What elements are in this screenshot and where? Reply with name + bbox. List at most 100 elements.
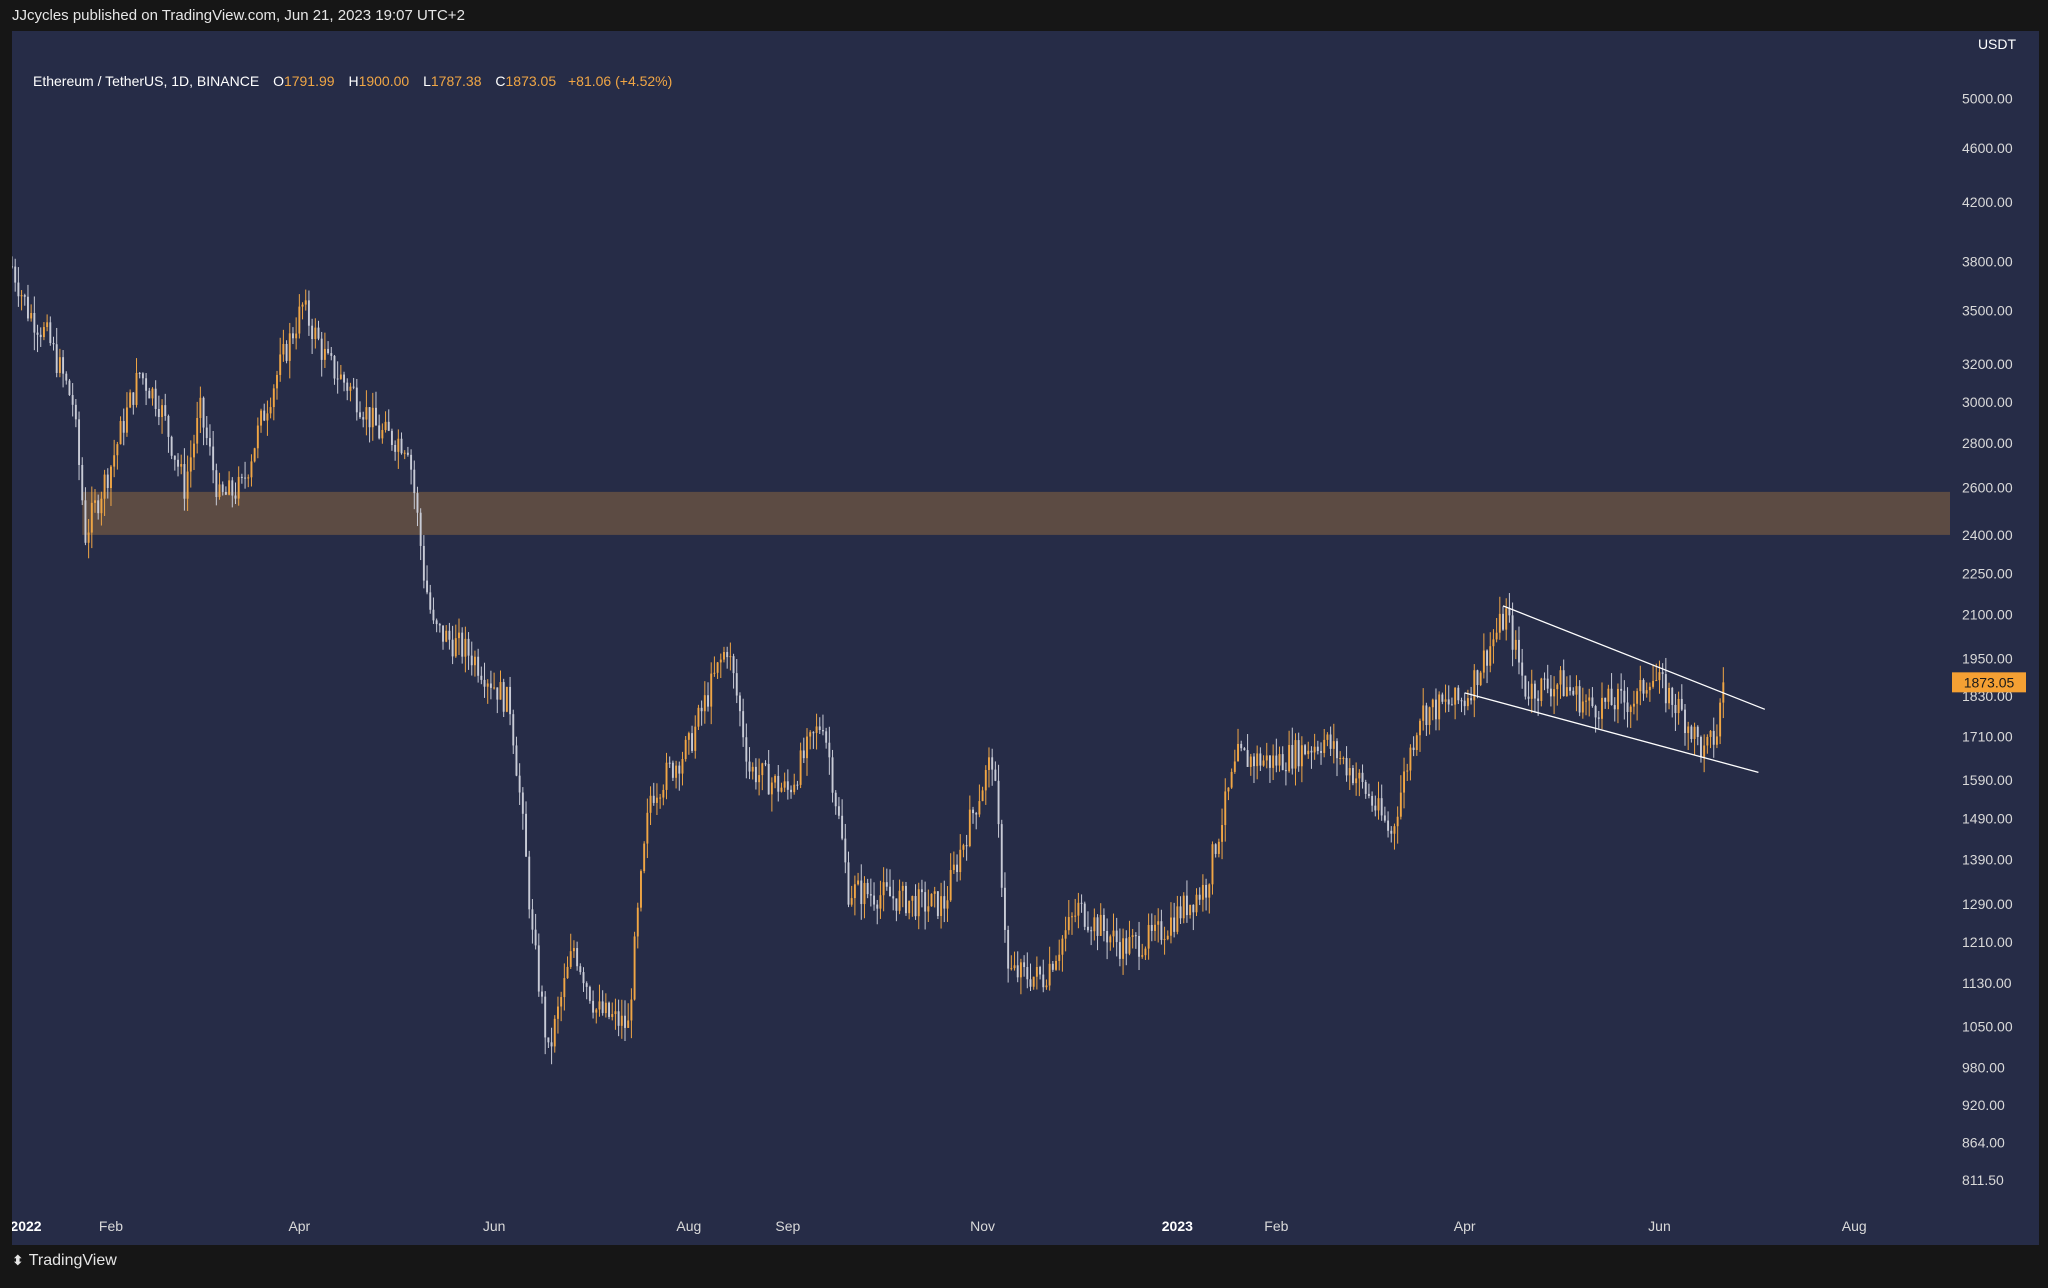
close-label: C: [495, 73, 506, 89]
candle-body: [1297, 740, 1300, 767]
candle-body: [1125, 938, 1128, 954]
y-tick-label: 3200.00: [1962, 356, 2013, 372]
tradingview-logo-icon[interactable]: ⬍: [12, 1253, 24, 1269]
y-tick-label: 1210.00: [1962, 934, 2013, 950]
candle-body: [1466, 698, 1469, 707]
candle-body: [1492, 639, 1495, 647]
candle-body: [1530, 683, 1533, 699]
candle-body: [1419, 720, 1421, 736]
candle-body: [1090, 930, 1093, 932]
candle-body: [1291, 744, 1294, 769]
candle-body: [1233, 761, 1236, 772]
low-label: L: [423, 73, 431, 89]
candle-body: [1313, 746, 1316, 753]
candle-body: [177, 459, 179, 467]
candle-body: [125, 407, 128, 433]
candle-body: [1706, 736, 1709, 746]
candle-body: [652, 795, 655, 803]
candle-body: [879, 895, 882, 909]
candle-body: [1476, 670, 1479, 686]
candle-body: [199, 397, 202, 418]
candle-body: [403, 452, 406, 454]
candle-body: [400, 438, 403, 454]
candle-body: [1632, 703, 1635, 707]
candle-body: [1345, 757, 1348, 776]
candle-body: [1122, 938, 1125, 959]
candle-body: [627, 1020, 630, 1028]
candle-body: [269, 407, 272, 414]
candle-body: [336, 378, 339, 380]
footer-brand[interactable]: TradingView: [28, 1252, 117, 1269]
candle-body: [30, 312, 33, 319]
candle-body: [304, 300, 307, 305]
candle-body: [384, 421, 387, 430]
candle-body: [1674, 704, 1677, 714]
y-tick-label: 1130.00: [1962, 975, 2012, 991]
candle-body: [110, 466, 112, 489]
price-chart[interactable]: USDT 5000.00 4600.00 4200.00 3800.00 3500.00 3…: [12, 31, 2039, 1245]
candle-body: [1610, 688, 1613, 706]
candle-body: [703, 695, 706, 712]
candle-body: [1677, 698, 1680, 714]
last-price-badge: [1952, 672, 2026, 693]
candle-body: [445, 630, 448, 642]
candle-body: [869, 894, 872, 896]
candle-body: [1588, 697, 1591, 701]
candle-body: [1115, 930, 1118, 943]
candle-body: [167, 415, 170, 437]
candle-body: [378, 425, 381, 439]
candle-body: [359, 412, 361, 418]
candle-body: [263, 410, 266, 421]
candle-body: [397, 438, 400, 452]
candle-body: [1597, 717, 1600, 719]
candle-body: [1454, 687, 1457, 705]
candle-body: [1479, 672, 1482, 686]
candle-body: [27, 296, 29, 319]
candle-body: [1719, 702, 1722, 737]
candle-body: [1505, 608, 1508, 630]
last-price-label: 1873.05: [1964, 674, 2015, 690]
candle-body: [640, 871, 642, 908]
candle-body: [1613, 705, 1616, 710]
candle-body: [1179, 906, 1182, 919]
candle-body: [292, 333, 294, 339]
y-tick-label: 2100.00: [1962, 606, 2013, 622]
candle-body: [550, 1042, 553, 1047]
candle-body: [208, 438, 211, 447]
x-tick-label: Jun: [1648, 1218, 1671, 1234]
candle-body: [154, 388, 157, 410]
candle-body: [857, 880, 860, 885]
candle-body: [170, 436, 173, 456]
candle-body: [1383, 815, 1386, 821]
candle-body: [1275, 755, 1278, 766]
candle-body: [1351, 767, 1354, 784]
candle-body: [1508, 608, 1511, 616]
candle-body: [758, 775, 761, 783]
candle-body: [777, 775, 780, 792]
candle-body: [860, 880, 863, 905]
x-tick-label: 2023: [1162, 1218, 1193, 1234]
candle-body: [432, 609, 435, 621]
candle-body: [988, 757, 990, 771]
candle-body: [726, 652, 729, 658]
candle-body: [1240, 743, 1243, 749]
candle-body: [365, 407, 368, 420]
candle-body: [451, 639, 454, 657]
candle-body: [349, 386, 352, 391]
candle-body: [1112, 930, 1115, 937]
y-tick-label: 864.00: [1962, 1134, 2005, 1150]
candle-body: [330, 353, 333, 356]
candle-body: [962, 845, 965, 850]
candle-body: [381, 429, 384, 439]
candle-body: [1639, 680, 1642, 692]
x-tick-label: Jun: [483, 1218, 506, 1234]
candle-body: [742, 711, 745, 738]
y-tick-label: 3000.00: [1962, 394, 2013, 410]
candle-body: [78, 419, 81, 465]
candle-body: [1540, 678, 1543, 701]
candle-body: [1230, 771, 1233, 788]
candle-body: [129, 392, 132, 408]
candle-body: [1106, 930, 1109, 943]
candle-body: [936, 891, 939, 916]
candle-body: [614, 1011, 617, 1015]
